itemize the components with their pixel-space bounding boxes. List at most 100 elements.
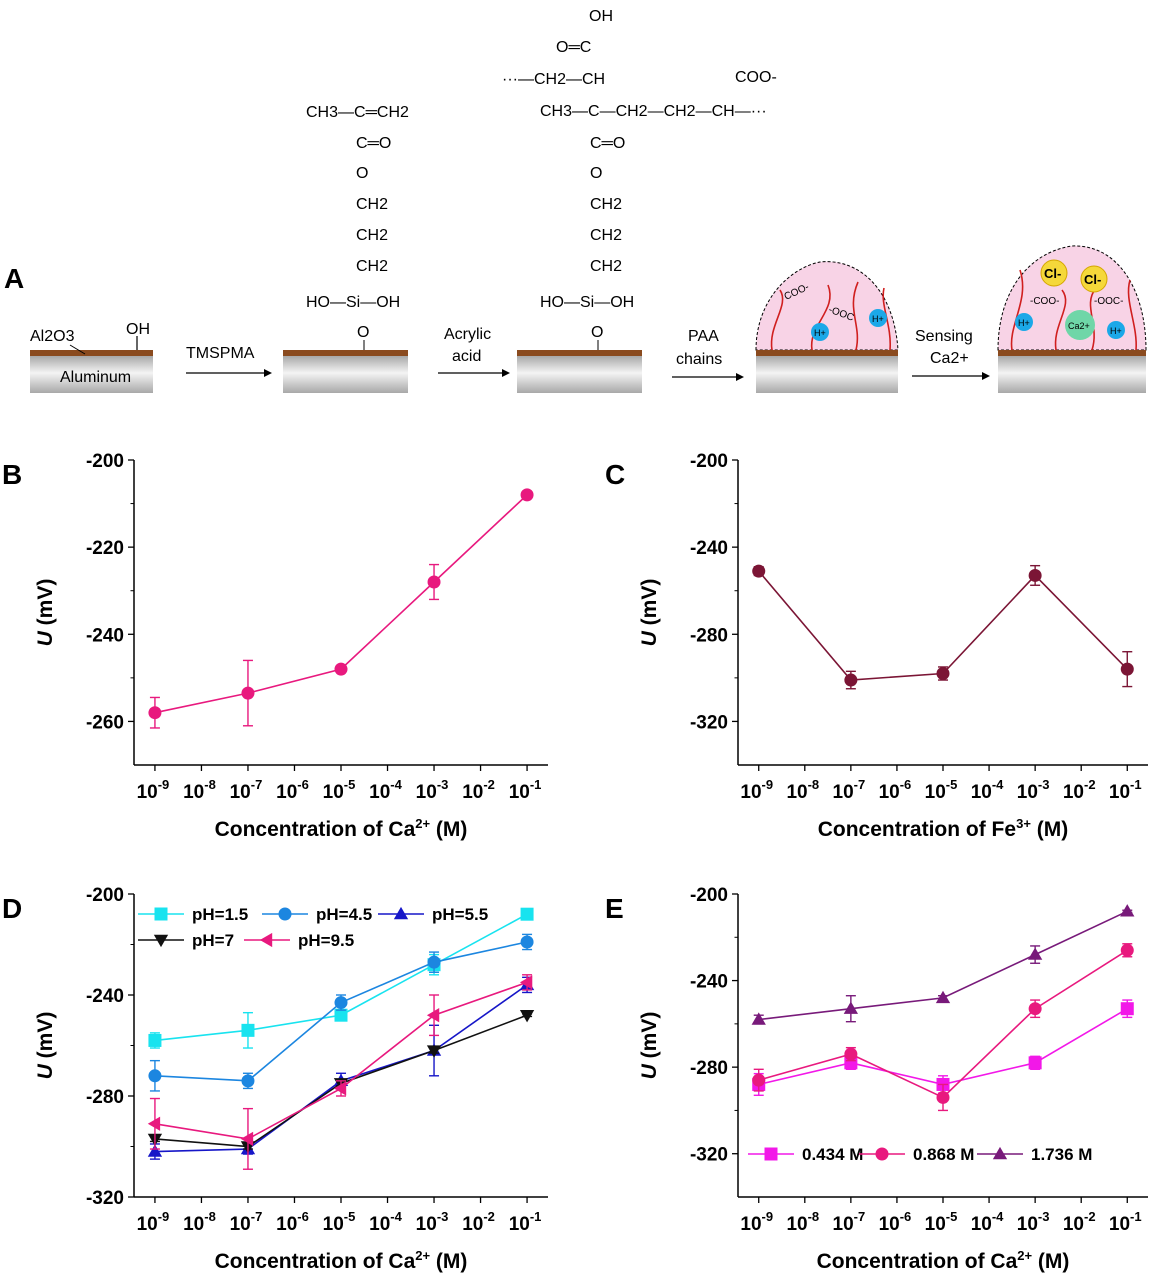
legend-item-1: 0.868 M [859, 1145, 974, 1164]
mol2-line-3: ···—CH2—CH [502, 71, 605, 88]
data-point [1028, 1002, 1042, 1016]
drop1-proton-2: H+ [872, 314, 884, 324]
data-point [333, 1081, 347, 1096]
series-line [758, 570, 1128, 681]
data-point [751, 1012, 766, 1025]
data-point [147, 1116, 161, 1131]
drop2-calcium: Ca2+ [1068, 321, 1090, 331]
x-tick-label: 10-9 [137, 1209, 170, 1235]
hydrogel-drop-paa [755, 261, 899, 393]
hydrogel-drop-ca [997, 245, 1147, 393]
x-tick-label: 10-8 [786, 1209, 819, 1235]
legend-item-4: pH=9.5 [244, 931, 354, 950]
tmspma-molecule: CH3—C═CH2 C═O O CH2 CH2 CH2 HO—Si—OH O [306, 104, 409, 341]
series-0 [148, 907, 534, 1049]
x-tick-label: 10-6 [276, 1209, 309, 1235]
step-arrow-4 [912, 372, 990, 380]
drop1-proton-1: H+ [814, 328, 826, 338]
data-point [241, 1074, 255, 1088]
series-1 [752, 943, 1134, 1112]
legend-swatch-marker [153, 934, 169, 948]
x-tick-label: 10-5 [925, 777, 958, 803]
x-tick-label: 10-6 [276, 777, 309, 803]
mol2-line-8: CH2 [590, 196, 622, 213]
panel-letter-a: A [4, 263, 24, 294]
x-tick-label: 10-3 [416, 777, 449, 803]
legend-label: pH=9.5 [298, 931, 354, 950]
hydroxyl-label: OH [126, 321, 150, 338]
y-tick-label: -280 [690, 1058, 728, 1079]
mol2-line-4: COO- [735, 69, 777, 86]
data-point [844, 1047, 858, 1061]
x-tick-label: 10-4 [369, 1209, 402, 1235]
x-axis-title: Concentration of Ca2+ (M) [215, 816, 468, 841]
data-point [519, 975, 533, 990]
step-arrow-1 [186, 369, 272, 377]
step-label-acrylic-1: Acrylic [444, 326, 491, 343]
y-tick-label: -260 [86, 712, 124, 733]
substrate-grafted [517, 340, 642, 393]
data-point [752, 564, 766, 578]
mol2-line-1: OH [589, 8, 613, 25]
x-tick-label: 10-7 [833, 777, 866, 803]
data-point [1120, 943, 1134, 957]
x-tick-label: 10-2 [462, 777, 495, 803]
y-axis-title: U (mV) [34, 579, 57, 647]
mol1-line-5: CH2 [356, 227, 388, 244]
chart-panel-b: B -200 -220 -240 -260 10-9 10-8 10-7 10-6 10-5 10-… [2, 451, 548, 841]
x-tick-label: 10-9 [740, 1209, 773, 1235]
series-line [154, 494, 528, 714]
legend-label: 1.736 M [1031, 1145, 1092, 1164]
y-axis-title: U (mV) [638, 1012, 661, 1080]
mol1-line-4: CH2 [356, 196, 388, 213]
legend-item-0: 0.434 M [748, 1145, 863, 1164]
series-line [758, 1008, 1128, 1086]
x-tick-label: 10-4 [369, 777, 402, 803]
data-point [241, 1023, 255, 1037]
y-tick-label: -320 [690, 1145, 728, 1166]
x-tick-label: 10-9 [740, 777, 773, 803]
x-axis-title: Concentration of Ca2+ (M) [817, 1248, 1070, 1273]
data-point [520, 488, 534, 502]
y-axis-title: U (mV) [638, 579, 661, 647]
y-tick-label: -200 [86, 885, 124, 906]
data-point [936, 1090, 950, 1104]
legend-swatch-marker [154, 907, 168, 921]
legend-item-0: pH=1.5 [138, 905, 248, 924]
grafted-polymer-molecule: OH O═C ···—CH2—CH COO- CH3—C—CH2—CH2—CH—… [502, 8, 777, 341]
mol1-line-7: HO—Si—OH [306, 294, 400, 311]
substrate-bare [30, 336, 153, 393]
data-point [148, 1033, 162, 1047]
panel-letter-d: D [2, 893, 22, 924]
chart-panel-c: C -200 -240 -280 -320 10-9 10-8 10-7 10-6 10-5 10-… [605, 451, 1148, 841]
drop2-coo-2: -OOC- [1094, 296, 1123, 307]
mol2-line-6: C═O [590, 135, 625, 152]
x-tick-label: 10-6 [879, 1209, 912, 1235]
data-point [426, 1045, 442, 1058]
x-axis-title: Concentration of Ca2+ (M) [215, 1248, 468, 1273]
y-axis-title: U (mV) [34, 1012, 57, 1080]
legend-swatch-marker [278, 907, 292, 921]
y-tick-label: -240 [86, 986, 124, 1007]
substrate-label: Aluminum [60, 369, 131, 386]
data-point [520, 907, 534, 921]
data-point [334, 662, 348, 676]
x-tick-label: 10-3 [416, 1209, 449, 1235]
legend-swatch-marker [875, 1147, 889, 1161]
mol2-line-9: CH2 [590, 227, 622, 244]
substrate-silanized [283, 340, 408, 393]
drop2-coo-1: -COO- [1030, 296, 1059, 307]
y-tick-label: -320 [690, 712, 728, 733]
mol1-line-8: O [357, 324, 369, 341]
x-axis-title: Concentration of Fe3+ (M) [818, 816, 1069, 841]
y-tick-label: -220 [86, 538, 124, 559]
legend-item-3: pH=7 [138, 931, 234, 950]
data-point [1120, 662, 1134, 676]
series-0 [752, 564, 1134, 690]
mol1-line-1: CH3—C═CH2 [306, 104, 409, 121]
step-label-sensing-2: Ca2+ [930, 350, 969, 367]
legend-label: pH=5.5 [432, 905, 488, 924]
mol2-line-5: CH3—C—CH2—CH2—CH—··· [540, 103, 767, 120]
x-tick-label: 10-9 [137, 777, 170, 803]
data-point [936, 667, 950, 680]
